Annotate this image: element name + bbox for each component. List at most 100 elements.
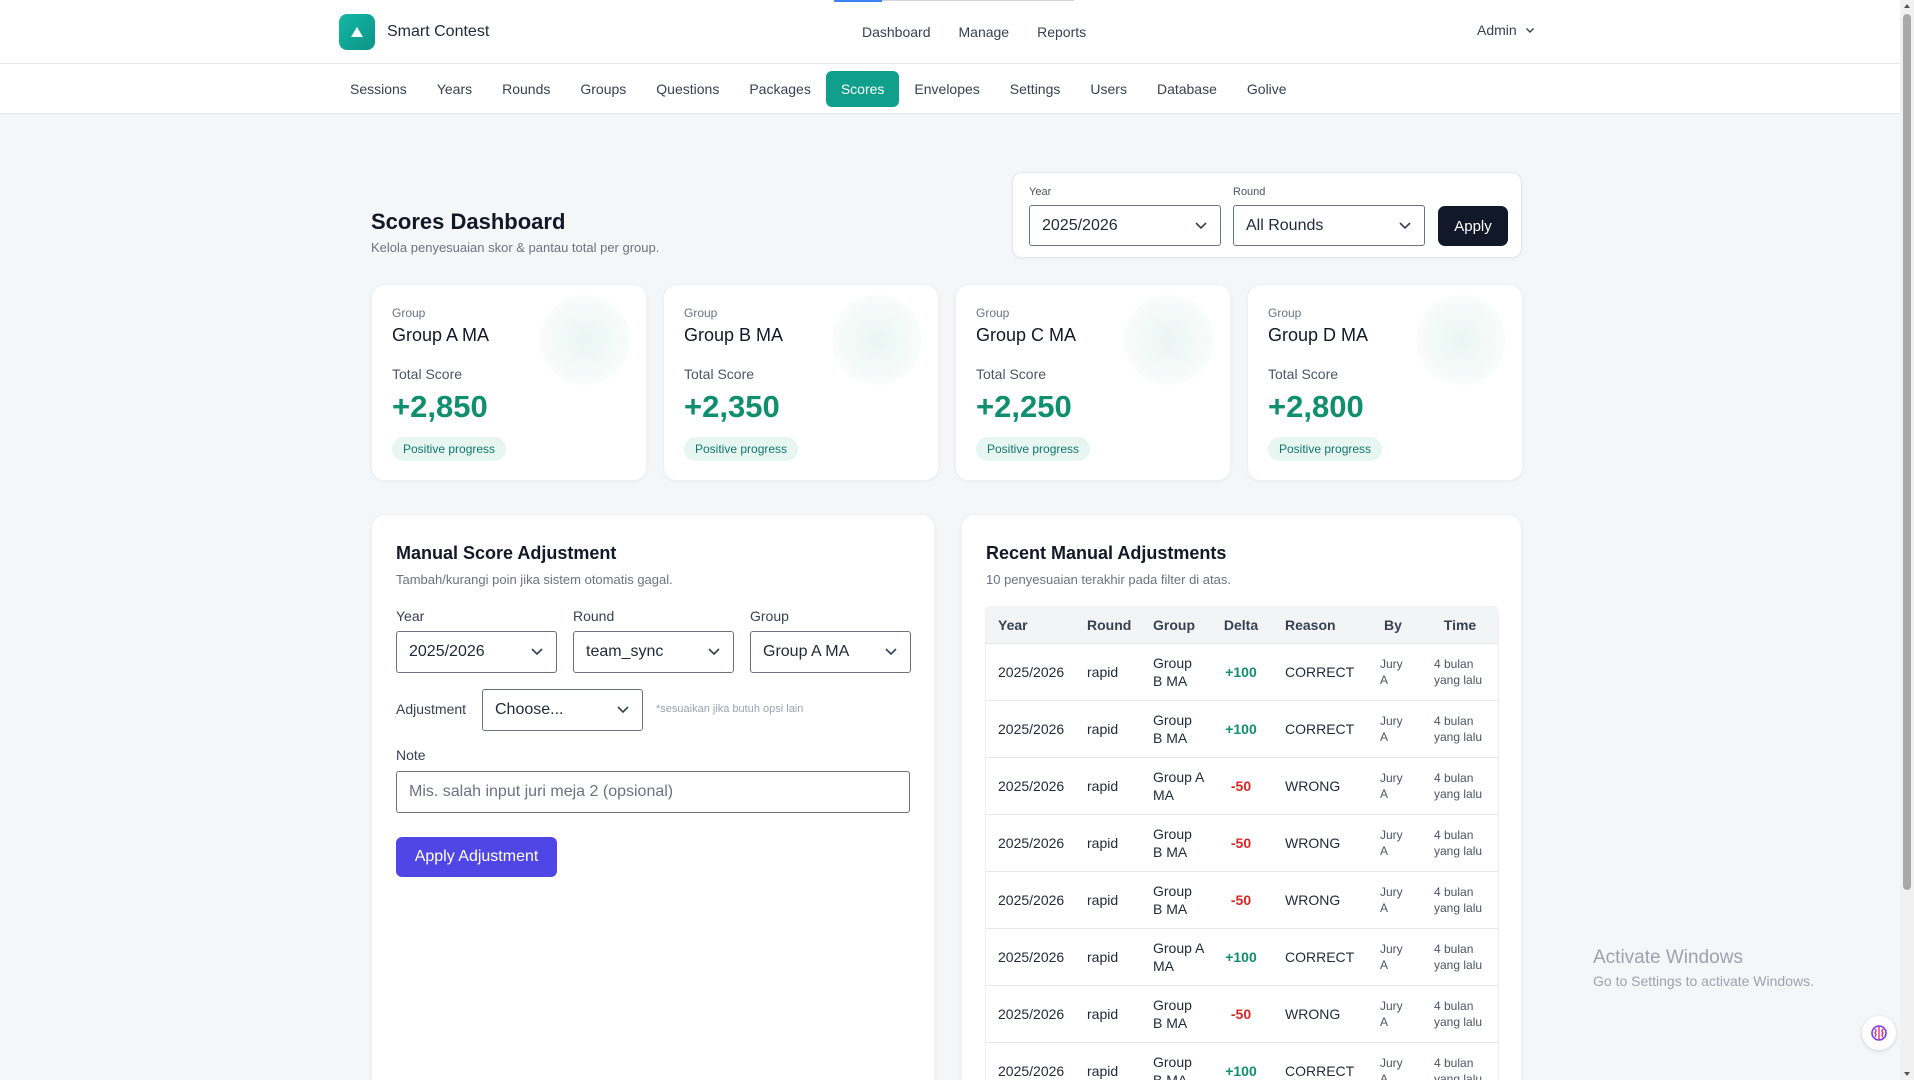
tab-sessions[interactable]: Sessions bbox=[350, 81, 407, 97]
cell-year: 2025/2026 bbox=[986, 870, 1081, 928]
tab-questions[interactable]: Questions bbox=[656, 81, 720, 97]
cell-round: rapid bbox=[1081, 756, 1147, 814]
cell-time: 4 bulan yang lalu bbox=[1420, 927, 1498, 985]
manual-adjustment-panel: Manual Score Adjustment Tambah/kurangi p… bbox=[371, 514, 935, 1080]
assistant-fab[interactable] bbox=[1862, 1016, 1896, 1050]
cell-by: Jury A bbox=[1366, 756, 1420, 814]
year-select[interactable]: 2025/2026 bbox=[396, 631, 557, 673]
card-decoration bbox=[1124, 295, 1214, 385]
chevron-down-icon bbox=[531, 648, 543, 656]
cell-round: rapid bbox=[1081, 870, 1147, 928]
cell-round: rapid bbox=[1081, 642, 1147, 700]
recent-panel-title: Recent Manual Adjustments bbox=[986, 543, 1227, 563]
scrollbar-thumb[interactable] bbox=[1903, 14, 1911, 890]
status-badge: Positive progress bbox=[392, 437, 507, 461]
user-menu[interactable]: Admin bbox=[1477, 22, 1535, 38]
cell-round: rapid bbox=[1081, 927, 1147, 985]
card-decoration bbox=[1416, 295, 1506, 385]
filter-year-select[interactable]: 2025/2026 bbox=[1029, 205, 1221, 246]
cell-year: 2025/2026 bbox=[986, 756, 1081, 814]
filter-round-select[interactable]: All Rounds bbox=[1233, 205, 1425, 246]
filter-round-label: Round bbox=[1233, 186, 1266, 198]
cell-year: 2025/2026 bbox=[986, 927, 1081, 985]
tab-database[interactable]: Database bbox=[1156, 81, 1217, 97]
note-label: Note bbox=[396, 747, 426, 763]
status-badge: Positive progress bbox=[976, 437, 1091, 461]
cell-group: Group B MA bbox=[1147, 870, 1211, 928]
cell-year: 2025/2026 bbox=[986, 699, 1081, 757]
tab-years[interactable]: Years bbox=[436, 81, 473, 97]
brand-logo bbox=[339, 14, 375, 50]
cell-delta: +100 bbox=[1211, 699, 1271, 757]
top-navbar: Smart Contest Dashboard Manage Reports A… bbox=[0, 0, 1900, 64]
note-input[interactable] bbox=[396, 771, 910, 813]
card-label: Group bbox=[976, 306, 1010, 320]
topnav-item-manage[interactable]: Manage bbox=[958, 24, 1010, 40]
cell-delta: +100 bbox=[1211, 642, 1271, 700]
cell-group: Group A MA bbox=[1147, 756, 1211, 814]
column-header-delta[interactable]: Delta bbox=[1211, 607, 1271, 643]
cell-time: 4 bulan yang lalu bbox=[1420, 1041, 1498, 1080]
chevron-down-icon bbox=[1525, 28, 1534, 33]
page-scrollbar[interactable] bbox=[1900, 0, 1914, 1080]
column-header-group[interactable]: Group bbox=[1147, 607, 1211, 643]
tab-golive[interactable]: Golive bbox=[1246, 81, 1287, 97]
filter-round-value: All Rounds bbox=[1246, 216, 1324, 234]
topnav-divider bbox=[882, 0, 1074, 1]
cell-time: 4 bulan yang lalu bbox=[1420, 756, 1498, 814]
tab-rounds[interactable]: Rounds bbox=[502, 81, 551, 97]
tab-settings[interactable]: Settings bbox=[1009, 81, 1061, 97]
tab-packages[interactable]: Packages bbox=[749, 81, 811, 97]
tab-scores[interactable]: Scores bbox=[825, 71, 900, 107]
top-nav: Dashboard Manage Reports bbox=[862, 0, 1086, 64]
topnav-item-reports[interactable]: Reports bbox=[1037, 24, 1087, 40]
round-select-value: team_sync bbox=[586, 643, 664, 660]
filter-panel: Year 2025/2026 Round All Rounds Apply bbox=[1012, 172, 1522, 258]
cell-time: 4 bulan yang lalu bbox=[1420, 813, 1498, 871]
column-header-time[interactable]: Time bbox=[1420, 607, 1498, 643]
cell-by: Jury A bbox=[1366, 984, 1420, 1042]
table-row: 2025/2026 rapid Group B MA +100 CORRECT … bbox=[986, 1041, 1498, 1080]
page-subtitle: Kelola penyesuaian skor & pantau total p… bbox=[371, 240, 660, 255]
filter-apply-button[interactable]: Apply bbox=[1438, 206, 1508, 246]
group-select[interactable]: Group A MA bbox=[750, 631, 911, 673]
table-row: 2025/2026 rapid Group B MA -50 WRONG Jur… bbox=[986, 870, 1498, 928]
tab-envelopes[interactable]: Envelopes bbox=[914, 81, 980, 97]
cell-round: rapid bbox=[1081, 813, 1147, 871]
scroll-down-arrow-icon[interactable] bbox=[1903, 1070, 1911, 1078]
card-group-name: Group C MA bbox=[976, 325, 1077, 345]
card-total-score: +2,250 bbox=[976, 389, 1072, 424]
adjustment-select[interactable]: Choose... bbox=[482, 689, 643, 731]
cell-round: rapid bbox=[1081, 699, 1147, 757]
user-name: Admin bbox=[1477, 22, 1517, 38]
scroll-up-arrow-icon[interactable] bbox=[1903, 2, 1911, 10]
tab-users[interactable]: Users bbox=[1090, 81, 1127, 97]
cell-year: 2025/2026 bbox=[986, 1041, 1081, 1080]
cell-by: Jury A bbox=[1366, 642, 1420, 700]
adjustment-label: Adjustment bbox=[396, 701, 467, 717]
cell-year: 2025/2026 bbox=[986, 984, 1081, 1042]
table-row: 2025/2026 rapid Group B MA -50 WRONG Jur… bbox=[986, 984, 1498, 1042]
round-select[interactable]: team_sync bbox=[573, 631, 734, 673]
cell-delta: -50 bbox=[1211, 756, 1271, 814]
cell-group: Group B MA bbox=[1147, 813, 1211, 871]
triangle-up-icon bbox=[351, 27, 363, 37]
cell-round: rapid bbox=[1081, 1041, 1147, 1080]
column-header-round[interactable]: Round bbox=[1081, 607, 1147, 643]
round-label: Round bbox=[573, 608, 615, 624]
card-total-label: Total Score bbox=[976, 366, 1047, 382]
topnav-active-indicator bbox=[834, 0, 882, 2]
tab-groups[interactable]: Groups bbox=[580, 81, 627, 97]
column-header-reason[interactable]: Reason bbox=[1271, 607, 1366, 643]
recent-adjustments-table-wrapper: Year Round Group Delta Reason By Time 20… bbox=[985, 606, 1499, 1080]
cell-delta: -50 bbox=[1211, 870, 1271, 928]
card-label: Group bbox=[1268, 306, 1302, 320]
brand[interactable]: Smart Contest bbox=[339, 14, 489, 50]
topnav-item-dashboard[interactable]: Dashboard bbox=[862, 24, 931, 40]
column-header-by[interactable]: By bbox=[1366, 607, 1420, 643]
column-header-year[interactable]: Year bbox=[986, 607, 1081, 643]
apply-adjustment-button[interactable]: Apply Adjustment bbox=[396, 837, 557, 877]
cell-time: 4 bulan yang lalu bbox=[1420, 642, 1498, 700]
cell-time: 4 bulan yang lalu bbox=[1420, 984, 1498, 1042]
table-row: 2025/2026 rapid Group B MA +100 CORRECT … bbox=[986, 699, 1498, 757]
